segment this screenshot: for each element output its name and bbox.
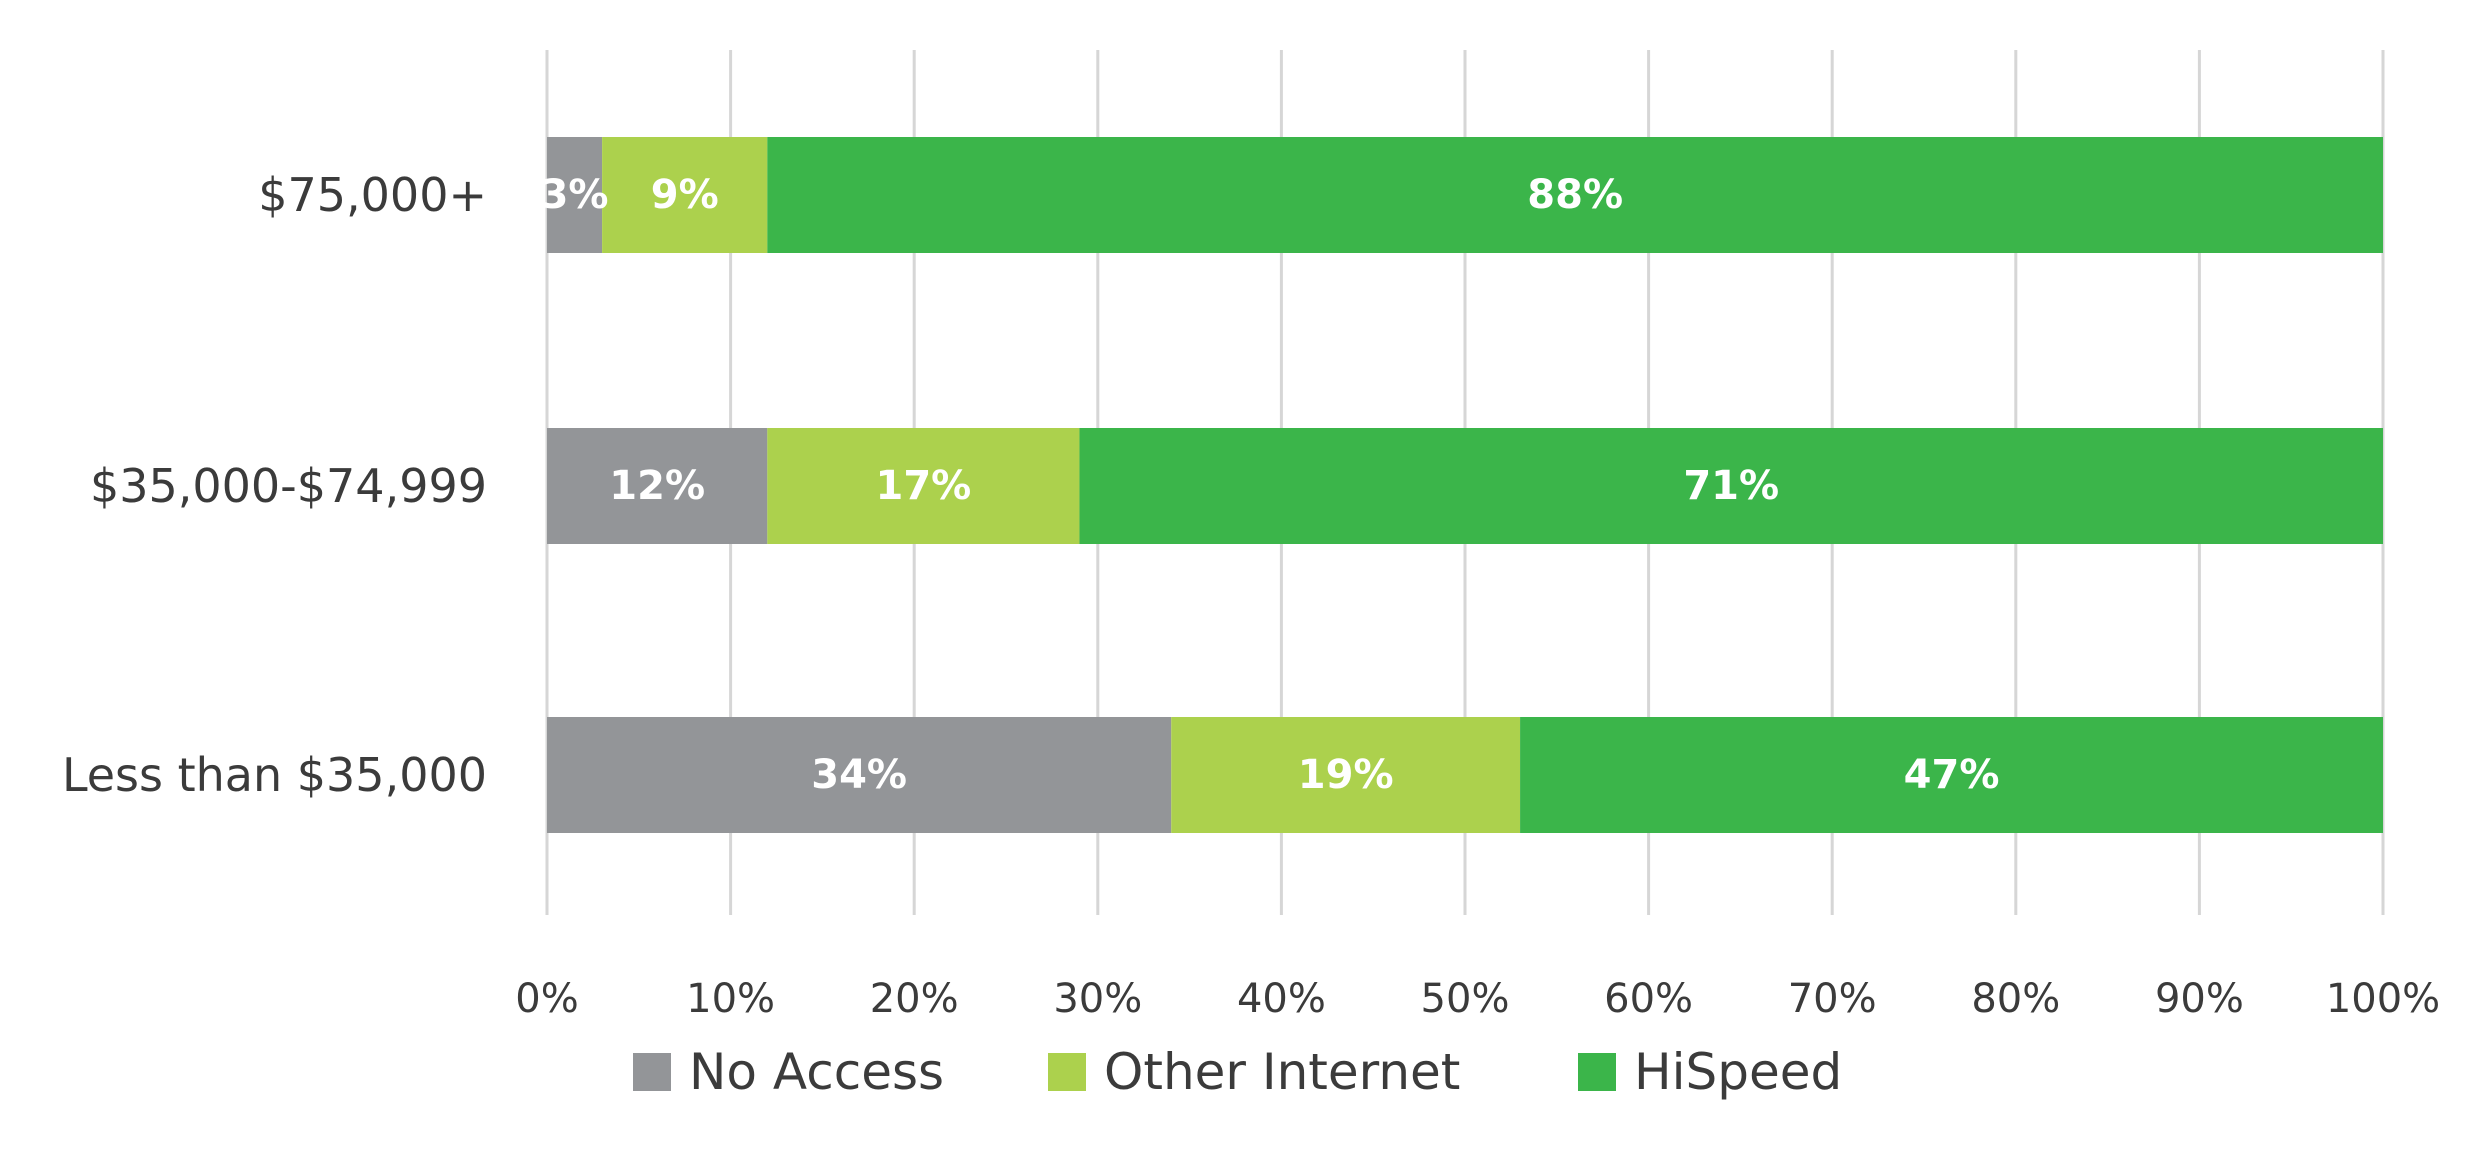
category-label-less-than-35-000: Less than $35,000 bbox=[62, 748, 487, 802]
data-label-no-access-75-000: 3% bbox=[541, 172, 609, 218]
legend: No Access Other Internet HiSpeed bbox=[633, 1043, 1842, 1101]
x-tick-label-20: 20% bbox=[870, 976, 959, 1022]
legend-swatch-no-access bbox=[633, 1053, 671, 1091]
x-tick-label-0: 0% bbox=[515, 976, 578, 1022]
x-tick-label-50: 50% bbox=[1421, 976, 1510, 1022]
legend-swatch-other-internet bbox=[1048, 1053, 1086, 1091]
bar-segment-no-access-less-than-35-000 bbox=[547, 717, 1172, 833]
x-tick-label-90: 90% bbox=[2155, 976, 2244, 1022]
bar-segment-hispeed-35-000-74-999 bbox=[1079, 428, 2383, 544]
data-label-no-access-35-000-74-999: 12% bbox=[609, 463, 705, 509]
bar-data-labels: 3% 9% 88% 12% 17% 71% 34% 19% 47% bbox=[541, 172, 2000, 798]
legend-label-other-internet: Other Internet bbox=[1104, 1043, 1460, 1101]
x-tick-label-10: 10% bbox=[686, 976, 775, 1022]
category-label-75-000: $75,000+ bbox=[258, 168, 487, 222]
data-label-other-internet-less-than-35-000: 19% bbox=[1298, 752, 1394, 798]
bar-segment-other-internet-35-000-74-999 bbox=[767, 428, 1080, 544]
bar-segment-hispeed-75-000 bbox=[767, 137, 2383, 253]
data-label-no-access-less-than-35-000: 34% bbox=[811, 752, 907, 798]
data-label-other-internet-35-000-74-999: 17% bbox=[876, 463, 972, 509]
x-tick-label-40: 40% bbox=[1237, 976, 1326, 1022]
x-tick-label-70: 70% bbox=[1788, 976, 1877, 1022]
bar-segment-other-internet-75-000 bbox=[602, 137, 768, 253]
bar-segment-other-internet-less-than-35-000 bbox=[1171, 717, 1521, 833]
category-label-35-000-74-999: $35,000-$74,999 bbox=[90, 459, 487, 513]
category-labels: $75,000+ $35,000-$74,999 Less than $35,000 bbox=[62, 168, 487, 802]
x-tick-label-100: 100% bbox=[2326, 976, 2440, 1022]
data-label-hispeed-35-000-74-999: 71% bbox=[1683, 463, 1779, 509]
legend-label-no-access: No Access bbox=[689, 1043, 944, 1101]
bars bbox=[547, 137, 2383, 833]
data-label-other-internet-75-000: 9% bbox=[651, 172, 719, 218]
x-tick-label-80: 80% bbox=[1971, 976, 2060, 1022]
legend-swatch-hispeed bbox=[1578, 1053, 1616, 1091]
data-label-hispeed-less-than-35-000: 47% bbox=[1904, 752, 2000, 798]
bar-segment-hispeed-less-than-35-000 bbox=[1520, 717, 2383, 833]
legend-label-hispeed: HiSpeed bbox=[1634, 1043, 1842, 1101]
x-tick-labels: 0% 10% 20% 30% 40% 50% 60% 70% 80% 90% 100% bbox=[515, 976, 2440, 1022]
x-tick-label-30: 30% bbox=[1053, 976, 1142, 1022]
bar-segment-no-access-75-000 bbox=[547, 137, 603, 253]
data-label-hispeed-75-000: 88% bbox=[1527, 172, 1623, 218]
bar-segment-no-access-35-000-74-999 bbox=[547, 428, 768, 544]
x-tick-label-60: 60% bbox=[1604, 976, 1693, 1022]
